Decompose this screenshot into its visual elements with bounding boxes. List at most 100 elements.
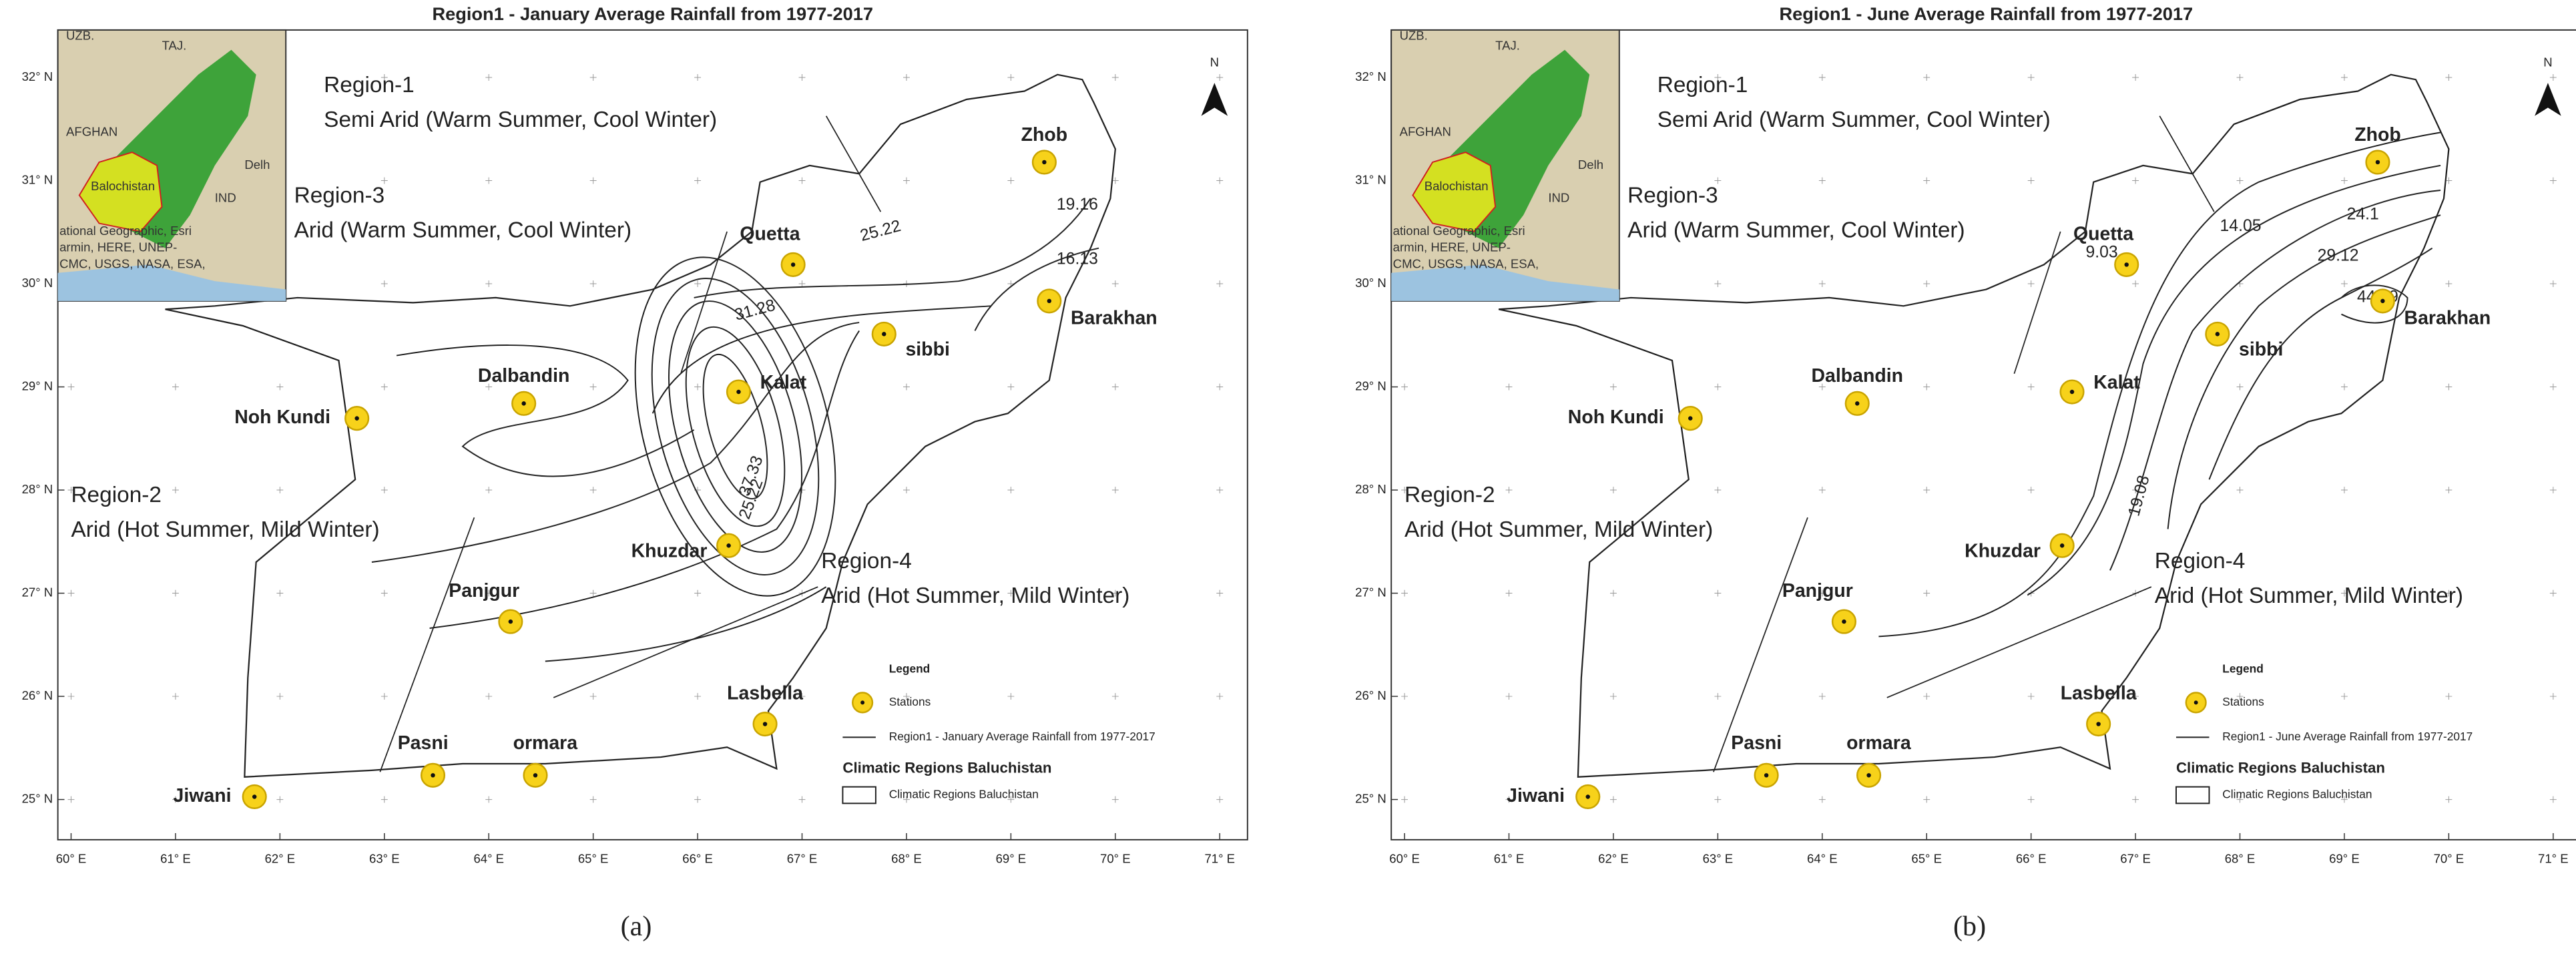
station-dot — [2059, 543, 2065, 548]
y-tick-label: 30° N — [1355, 276, 1386, 290]
station-dot — [252, 794, 257, 799]
inset-label: AFGHAN — [1400, 124, 1451, 138]
graticule-cross — [903, 487, 910, 493]
x-tick-label: 60° E — [56, 851, 87, 865]
graticule-cross — [67, 589, 75, 597]
graticule-cross — [2236, 796, 2244, 803]
y-tick-label: 31° N — [22, 172, 53, 186]
graticule-cross — [798, 280, 806, 287]
station-label: Noh Kundi — [234, 407, 330, 428]
station-dot — [736, 389, 741, 395]
graticule-cross — [903, 693, 910, 700]
graticule-cross — [1714, 487, 1722, 493]
graticule-cross — [589, 383, 597, 391]
graticule-cross — [1505, 487, 1513, 493]
graticule-cross — [2027, 796, 2035, 803]
region-climate: Arid (Warm Summer, Cool Winter) — [294, 218, 631, 243]
station-dot — [790, 262, 796, 267]
legend-region-swatch — [842, 786, 876, 804]
legend-stations: Stations — [2222, 695, 2264, 708]
contour-line — [668, 300, 803, 553]
map-panel: Region1 - June Average Rainfall from 197… — [1355, 3, 2576, 942]
graticule-cross — [1111, 383, 1119, 391]
graticule-cross — [2549, 280, 2557, 287]
y-tick-label: 25° N — [22, 791, 53, 805]
legend-stations: Stations — [889, 695, 931, 708]
station-label: Kalat — [760, 372, 807, 393]
graticule-cross — [172, 693, 179, 700]
graticule-cross — [1609, 589, 1617, 597]
y-tick-label: 27° N — [1355, 585, 1386, 599]
legend-contours: Region1 - January Average Rainfall from … — [889, 730, 1155, 743]
graticule-cross — [798, 693, 806, 700]
graticule-cross — [2132, 693, 2139, 700]
station-dot — [1688, 416, 1693, 421]
region-name: Region-3 — [1627, 184, 1718, 208]
graticule-cross — [1818, 383, 1826, 391]
region-name: Region-1 — [1657, 73, 1748, 97]
y-tick-label: 27° N — [22, 585, 53, 599]
graticule-cross — [485, 589, 493, 597]
inset-balochistan — [78, 152, 163, 233]
graticule-cross — [1401, 589, 1408, 597]
graticule-cross — [380, 693, 388, 700]
graticule-cross — [2445, 74, 2453, 81]
inset-label: IND — [1548, 190, 1569, 204]
station-label: Dalbandin — [1811, 365, 1903, 387]
graticule-cross — [1401, 796, 1408, 803]
station-dot — [2380, 298, 2385, 304]
station-label: Zhob — [2354, 124, 2401, 146]
inset-balochistan — [1412, 152, 1497, 233]
graticule-cross — [2341, 693, 2348, 700]
graticule-cross — [2236, 383, 2244, 391]
graticule-cross — [2027, 280, 2035, 287]
y-tick-label: 29° N — [22, 379, 53, 393]
y-tick-label: 28° N — [22, 482, 53, 496]
y-tick-label: 32° N — [1355, 69, 1386, 83]
graticule-cross — [2549, 693, 2557, 700]
graticule-cross — [2445, 383, 2453, 391]
station-label: Panjgur — [1782, 580, 1853, 602]
station-label: ormara — [513, 732, 578, 754]
station-label: Lasbella — [727, 683, 803, 704]
graticule-cross — [2549, 177, 2557, 184]
station-label: Khuzdar — [631, 541, 708, 562]
graticule-cross — [2341, 796, 2348, 803]
legend-region-swatch — [2175, 786, 2210, 804]
graticule-cross — [694, 693, 702, 700]
region-name: Region-1 — [324, 73, 415, 97]
graticule-cross — [1216, 177, 1224, 184]
region-leader — [2159, 115, 2215, 212]
graticule-cross — [903, 796, 910, 803]
graticule-cross — [2549, 74, 2557, 81]
graticule-cross — [2236, 589, 2244, 597]
station-dot — [354, 416, 359, 421]
station-dot — [1042, 160, 1047, 165]
region-leader — [825, 115, 882, 212]
contour-line — [429, 330, 860, 629]
region-climate: Arid (Hot Summer, Mild Winter) — [2155, 583, 2463, 608]
graticule-cross — [589, 74, 597, 81]
inset-label: TAJ. — [162, 39, 187, 53]
graticule-cross — [1007, 487, 1015, 493]
station-label: Pasni — [1731, 732, 1782, 754]
inset-label: armin, HERE, UNEP- — [59, 240, 177, 254]
station-dot — [533, 773, 538, 778]
graticule-cross — [1505, 796, 1513, 803]
graticule-cross — [1505, 693, 1513, 700]
graticule-cross — [1216, 74, 1224, 81]
legend-regions: Climatic Regions Baluchistan — [889, 788, 1039, 801]
map-title: Region1 - January Average Rainfall from … — [432, 3, 873, 24]
graticule-cross — [1007, 693, 1015, 700]
graticule-cross — [1923, 280, 1930, 287]
graticule-cross — [2549, 589, 2557, 597]
legend-regions: Climatic Regions Baluchistan — [2222, 788, 2372, 801]
contour-line — [396, 344, 695, 477]
station-label: sibbi — [905, 339, 949, 361]
graticule-cross — [2445, 693, 2453, 700]
x-tick-label: 67° E — [787, 851, 818, 865]
x-tick-label: 65° E — [1911, 851, 1942, 865]
y-tick-label: 28° N — [1355, 482, 1386, 496]
region-climate: Semi Arid (Warm Summer, Cool Winter) — [1657, 107, 2051, 132]
